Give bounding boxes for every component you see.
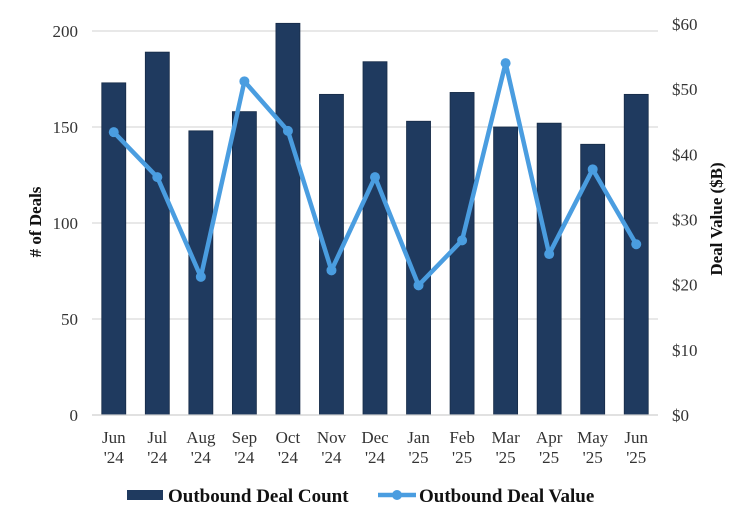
bar (362, 61, 388, 416)
line-point (413, 280, 424, 291)
bar (449, 92, 475, 416)
bar (536, 122, 562, 416)
bar (144, 51, 170, 416)
y-left-tick-label: 200 (53, 22, 79, 41)
x-tick-label-month: Jan (407, 428, 430, 447)
x-tick-label-month: Apr (536, 428, 563, 447)
bar (231, 111, 257, 416)
y-right-tick-labels: $0 $10 $20 $30 $40 $50 $60 (672, 15, 698, 425)
y-right-tick-label: $50 (672, 80, 698, 99)
line-point (195, 271, 206, 282)
bar (275, 22, 301, 416)
line-point (282, 125, 293, 136)
y-left-tick-labels: 0 50 100 150 200 (53, 22, 79, 425)
legend-label-deal-count: Outbound Deal Count (168, 486, 349, 507)
y-right-tick-label: $60 (672, 15, 698, 34)
legend: Outbound Deal Count Outbound Deal Value (127, 486, 594, 507)
bar-series-deal-count (101, 22, 649, 416)
x-tick-label-year: '24 (321, 448, 342, 467)
line-point (457, 235, 468, 246)
line-point (500, 58, 511, 69)
y-right-tick-label: $30 (672, 211, 698, 230)
line-point (326, 265, 337, 276)
x-tick-label-year: '24 (234, 448, 255, 467)
x-tick-label-year: '25 (452, 448, 472, 467)
legend-swatch-deal-count (127, 490, 163, 500)
x-tick-label-year: '25 (539, 448, 559, 467)
x-tick-label-month: Aug (186, 428, 216, 447)
x-tick-label-month: Mar (491, 428, 520, 447)
y-right-tick-label: $0 (672, 406, 689, 425)
x-tick-label-month: Nov (317, 428, 347, 447)
y-left-tick-label: 100 (53, 214, 79, 233)
x-tick-label-year: '25 (408, 448, 428, 467)
x-tick-label-month: Jul (147, 428, 167, 447)
y-right-axis-title: Deal Value ($B) (707, 162, 726, 275)
y-left-tick-label: 50 (61, 310, 78, 329)
x-tick-label-year: '25 (496, 448, 516, 467)
legend-swatch-deal-value-marker (392, 490, 402, 500)
x-tick-label-year: '24 (104, 448, 125, 467)
x-tick-label-year: '24 (191, 448, 212, 467)
x-tick-label-month: Feb (449, 428, 475, 447)
x-tick-label-month: Jun (624, 428, 648, 447)
y-right-tick-label: $20 (672, 276, 698, 295)
line-series-deal-value (108, 58, 642, 291)
y-left-tick-label: 150 (53, 118, 79, 137)
bar (188, 130, 214, 416)
line-point (108, 127, 119, 138)
line-point (239, 76, 250, 87)
x-tick-label-month: Sep (232, 428, 258, 447)
x-tick-label-month: May (577, 428, 609, 447)
legend-label-deal-value: Outbound Deal Value (419, 486, 594, 507)
x-tick-label-year: '25 (583, 448, 603, 467)
y-right-tick-label: $40 (672, 145, 698, 164)
line-point (152, 172, 163, 183)
line-point (544, 249, 555, 260)
x-tick-label-month: Oct (276, 428, 301, 447)
y-left-axis-title: # of Deals (26, 186, 45, 257)
y-right-tick-label: $10 (672, 341, 698, 360)
line-point (631, 239, 642, 250)
bar (493, 126, 519, 416)
x-tick-label-year: '24 (147, 448, 168, 467)
y-left-tick-label: 0 (70, 406, 79, 425)
x-tick-label-year: '24 (278, 448, 299, 467)
x-tick-label-month: Jun (102, 428, 126, 447)
line-point (370, 172, 380, 183)
line-point (587, 164, 598, 175)
x-tick-label-month: Dec (361, 428, 389, 447)
x-tick-label-year: '24 (365, 448, 386, 467)
x-tick-label-year: '25 (626, 448, 646, 467)
x-tick-labels: Jun'24Jul'24Aug'24Sep'24Oct'24Nov'24Dec'… (102, 428, 649, 467)
bar (623, 93, 649, 416)
